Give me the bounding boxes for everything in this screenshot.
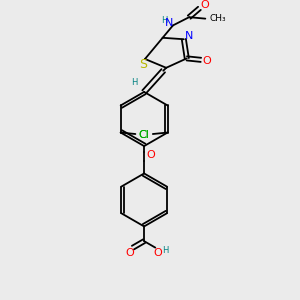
Text: O: O [126, 248, 134, 258]
Text: O: O [200, 0, 209, 10]
Text: S: S [140, 58, 148, 71]
Text: H: H [162, 246, 169, 255]
Text: N: N [185, 31, 193, 41]
Text: CH₃: CH₃ [209, 14, 226, 22]
Text: Cl: Cl [139, 130, 150, 140]
Text: H: H [161, 16, 167, 25]
Text: O: O [146, 150, 155, 160]
Text: O: O [154, 248, 163, 258]
Text: Cl: Cl [139, 130, 149, 140]
Text: O: O [202, 56, 211, 66]
Text: N: N [165, 18, 174, 28]
Text: H: H [131, 78, 138, 87]
